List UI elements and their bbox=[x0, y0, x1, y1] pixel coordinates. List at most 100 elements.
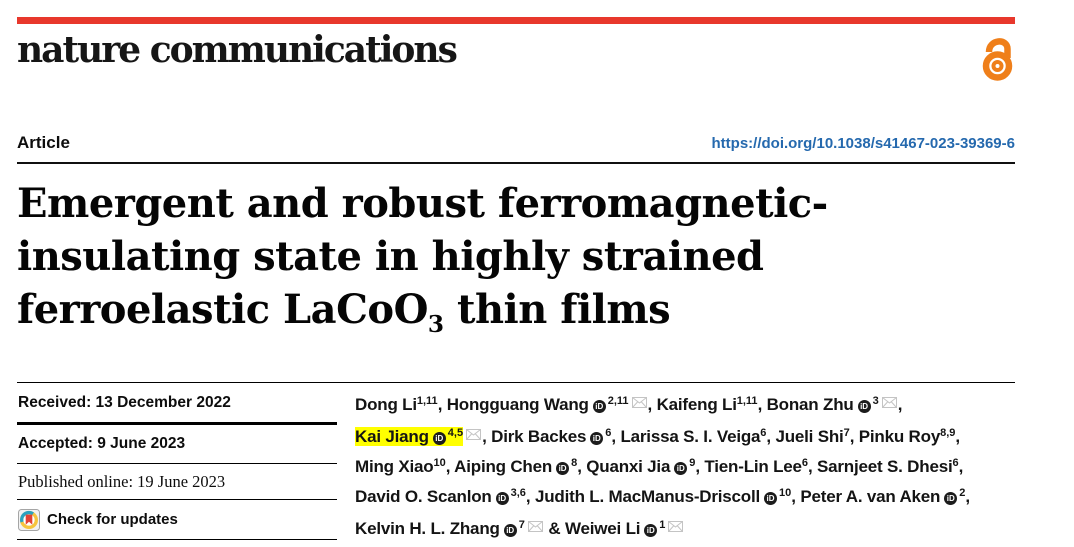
author-separator: , bbox=[525, 487, 535, 506]
author-line-5: Kelvin H. L. Zhang iD 7 & Weiwei Li iD 1 bbox=[355, 513, 1015, 545]
author-name: Sarnjeet S. Dhesi bbox=[816, 457, 953, 476]
author-name: Dirk Backes bbox=[491, 427, 587, 446]
author-affiliation-sup: 6 bbox=[605, 427, 612, 439]
author-separator: , bbox=[965, 487, 970, 506]
author-affiliation-sup: 3,6 bbox=[510, 487, 526, 499]
received-date: Received: 13 December 2022 bbox=[18, 393, 231, 411]
dates-column: Received: 13 December 2022 Accepted: 9 J… bbox=[17, 383, 337, 545]
author-affiliation-sup: 3 bbox=[872, 395, 879, 407]
author: Aiping Chen iD 8, bbox=[454, 457, 586, 476]
author-name: Jueli Shi bbox=[775, 427, 844, 446]
orcid-icon[interactable]: iD bbox=[503, 524, 517, 537]
author-name: Tien-Lin Lee bbox=[704, 457, 802, 476]
mail-icon[interactable] bbox=[466, 421, 482, 448]
author-line-3: Ming Xiao10, Aiping Chen iD 8, Quanxi Jia i… bbox=[355, 453, 1015, 483]
author: Dirk Backes iD 6, bbox=[491, 427, 620, 446]
mail-icon[interactable] bbox=[668, 513, 684, 540]
author: Ming Xiao10, bbox=[355, 457, 454, 476]
author-affiliation-sup: 7 bbox=[843, 427, 850, 439]
author: Peter A. van Aken iD 2, bbox=[800, 487, 970, 506]
author-separator: , bbox=[791, 487, 801, 506]
chemical-subscript: 3 bbox=[427, 311, 444, 338]
highlight: Kai Jiang iD 4,5 bbox=[355, 427, 464, 446]
author-affiliation-sup: 9 bbox=[689, 457, 696, 469]
mail-icon[interactable] bbox=[527, 513, 543, 540]
author-name: Kaifeng Li bbox=[656, 395, 737, 414]
author-affiliation-sup: 6 bbox=[952, 457, 959, 469]
author: Dong Li1,11, bbox=[355, 395, 447, 414]
author-affiliation-sup: 1 bbox=[659, 519, 666, 531]
author: Tien-Lin Lee6, bbox=[704, 457, 817, 476]
author-name: Hongguang Wang bbox=[446, 395, 589, 414]
mail-icon[interactable] bbox=[631, 389, 647, 416]
author-line-4: David O. Scanlon iD 3,6, Judith L. MacManu… bbox=[355, 483, 1015, 513]
author-separator: , bbox=[611, 427, 621, 446]
doi-link[interactable]: https://doi.org/10.1038/s41467-023-39369… bbox=[711, 135, 1016, 152]
author-name: Larissa S. I. Veiga bbox=[620, 427, 761, 446]
orcid-icon[interactable]: iD bbox=[764, 492, 778, 505]
crossmark-icon bbox=[18, 508, 40, 531]
orcid-icon[interactable]: iD bbox=[644, 524, 658, 537]
author: Weiwei Li iD 1 bbox=[565, 519, 684, 538]
orcid-icon[interactable]: iD bbox=[556, 462, 570, 475]
author-separator: , bbox=[577, 457, 587, 476]
author: Hongguang Wang iD 2,11, bbox=[447, 395, 657, 414]
author-affiliation-sup: 2 bbox=[959, 487, 966, 499]
received-date-row: Received: 13 December 2022 bbox=[17, 383, 337, 425]
title-line-2: insulating state in highly strained bbox=[17, 233, 764, 280]
author-line-2: Kai Jiang iD 4,5, Dirk Backes iD 6, Larissa … bbox=[355, 421, 1015, 453]
published-date-row: Published online: 19 June 2023 bbox=[17, 464, 337, 500]
author-separator: , bbox=[445, 457, 455, 476]
author-separator: , bbox=[958, 457, 964, 476]
article-type-label: Article bbox=[17, 133, 70, 152]
author-name: Judith L. MacManus-Driscoll bbox=[534, 487, 761, 506]
author-separator: , bbox=[757, 395, 767, 414]
author: Quanxi Jia iD 9, bbox=[586, 457, 704, 476]
author-list: Dong Li1,11, Hongguang Wang iD 2,11, Kaife… bbox=[355, 383, 1015, 545]
mail-icon[interactable] bbox=[881, 389, 897, 416]
author-name: Dong Li bbox=[355, 395, 417, 414]
author-name: Quanxi Jia bbox=[586, 457, 671, 476]
author: David O. Scanlon iD 3,6, bbox=[355, 487, 535, 506]
open-access-icon bbox=[982, 38, 1013, 81]
author-affiliation-sup: 6 bbox=[801, 457, 808, 469]
article-page: nature communications Article https://do… bbox=[17, 0, 1015, 545]
orcid-icon[interactable]: iD bbox=[495, 492, 509, 505]
author-separator: , bbox=[955, 427, 960, 446]
orcid-icon[interactable]: iD bbox=[590, 432, 604, 445]
check-for-updates-label: Check for updates bbox=[47, 511, 178, 528]
orcid-icon[interactable]: iD bbox=[432, 432, 446, 445]
author-affiliation-sup: 2,11 bbox=[607, 395, 629, 407]
info-section: Received: 13 December 2022 Accepted: 9 J… bbox=[17, 382, 1015, 545]
author-affiliation-sup: 10 bbox=[779, 487, 792, 499]
author-separator: , bbox=[766, 427, 776, 446]
author-name: Bonan Zhu bbox=[766, 395, 854, 414]
author: Bonan Zhu iD 3, bbox=[767, 395, 903, 414]
author-separator: , bbox=[437, 395, 447, 414]
author: Kelvin H. L. Zhang iD 7 & bbox=[355, 519, 565, 538]
author-name: David O. Scanlon bbox=[355, 487, 492, 506]
title-line-1: Emergent and robust ferromagnetic- bbox=[17, 180, 828, 227]
author-affiliation-sup: 8,9 bbox=[940, 427, 956, 439]
author-separator: , bbox=[807, 457, 817, 476]
author-name: Aiping Chen bbox=[454, 457, 553, 476]
author-affiliation-sup: 10 bbox=[433, 457, 446, 469]
author-separator: , bbox=[695, 457, 705, 476]
author-name: Weiwei Li bbox=[564, 519, 641, 538]
author-name: Pinku Roy bbox=[858, 427, 941, 446]
author-affiliation-sup: 7 bbox=[518, 519, 525, 531]
author-name: Kai Jiang bbox=[355, 427, 429, 446]
orcid-icon[interactable]: iD bbox=[944, 492, 958, 505]
orcid-icon[interactable]: iD bbox=[674, 462, 688, 475]
author: Jueli Shi7, bbox=[775, 427, 858, 446]
author-separator: , bbox=[849, 427, 859, 446]
brand-red-bar bbox=[17, 17, 1015, 24]
author: Judith L. MacManus-Driscoll iD 10, bbox=[535, 487, 800, 506]
orcid-icon[interactable]: iD bbox=[592, 400, 606, 413]
check-for-updates-button[interactable]: Check for updates bbox=[17, 500, 337, 540]
author-name: Kelvin H. L. Zhang bbox=[355, 519, 500, 538]
author-affiliation-sup: 8 bbox=[571, 457, 578, 469]
author-separator: , bbox=[897, 395, 903, 414]
author: Kai Jiang iD 4,5, bbox=[355, 427, 491, 446]
orcid-icon[interactable]: iD bbox=[857, 400, 871, 413]
